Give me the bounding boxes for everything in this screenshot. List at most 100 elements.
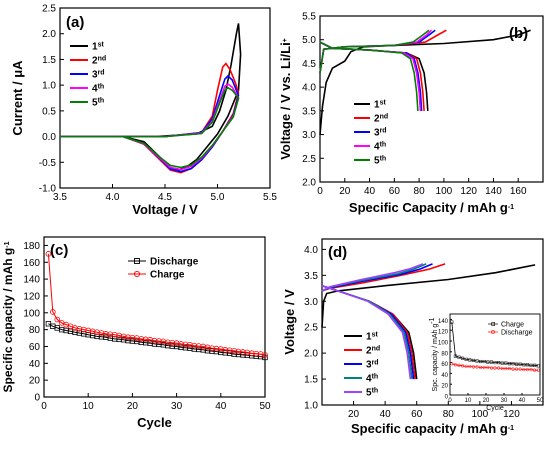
inset-point-Charge — [479, 359, 483, 364]
inset-point-Charge — [475, 359, 479, 363]
discharge-curve-2nd — [319, 41, 425, 111]
x-tick-label: 3.5 — [53, 192, 67, 203]
x-tick-label: 60 — [389, 186, 401, 197]
x-tick-label: 4.5 — [158, 192, 172, 203]
legend-label: 5th — [374, 155, 386, 167]
x-tick-label: 20 — [127, 401, 139, 412]
y-tick-label: 60 — [29, 342, 41, 353]
y-tick-label: 160 — [23, 258, 40, 269]
legend-label: 5th — [366, 387, 378, 399]
inset-point-Charge — [453, 354, 457, 358]
y-tick-label: 0.5 — [42, 106, 56, 117]
y-axis-title: Voltage / V vs. Li/Li+ — [278, 38, 293, 160]
inset-point-Discharge — [532, 368, 537, 372]
y-tick-label: 100 — [438, 341, 449, 347]
x-tick-label: 160 — [510, 186, 527, 197]
inset-legend-label: Discharge — [501, 329, 533, 336]
inset-point-Charge — [518, 362, 522, 366]
x-tick-label: 50 — [259, 401, 271, 412]
x-tick-label: 30 — [501, 398, 508, 404]
legend-label: 1st — [92, 41, 104, 53]
y-tick-label: 5.5 — [302, 12, 316, 23]
legend-label: 4th — [366, 373, 378, 385]
y-tick-label: 2.0 — [302, 178, 316, 189]
x-tick-label: 20 — [483, 398, 490, 404]
inset-point-Discharge — [457, 363, 461, 367]
x-tick-label: 5.5 — [263, 192, 277, 203]
inset-point-Discharge — [453, 363, 458, 367]
inset-point-Discharge — [536, 368, 540, 372]
x-tick-label: 40 — [364, 186, 376, 197]
x-tick-label: 0 — [41, 401, 47, 412]
inset-point-Discharge — [468, 364, 472, 369]
inset-point-Charge — [461, 356, 465, 360]
data-point-Charge — [262, 352, 268, 358]
inset-line-Charge — [451, 322, 539, 367]
y-tick-label: 0.0 — [42, 132, 56, 143]
legend-label: 3rd — [92, 69, 105, 81]
x-tick-label: 20 — [339, 186, 351, 197]
data-point-Charge — [54, 316, 61, 323]
y-tick-label: 4.0 — [302, 83, 316, 94]
inset-point-Charge — [457, 355, 461, 359]
y-tick-label: 20 — [441, 384, 448, 390]
x-axis-title: Voltage / V — [132, 202, 198, 217]
y-tick-label: 180 — [23, 241, 40, 252]
legend-label: 1st — [366, 331, 378, 343]
inset-point-Discharge — [489, 366, 494, 370]
inset-point-Charge — [525, 363, 529, 367]
inset-point-Charge — [504, 361, 508, 365]
legend-label: 2nd — [374, 113, 388, 125]
inset-legend-marker — [491, 330, 495, 334]
inset-point-Charge — [486, 360, 490, 364]
x-tick-label: 5.0 — [211, 192, 225, 203]
x-tick-label: 60 — [411, 409, 423, 420]
x-tick-label: 40 — [215, 401, 227, 412]
legend-label: 2nd — [366, 345, 380, 357]
inset-point-Discharge — [478, 365, 483, 370]
y-tick-label: 80 — [441, 351, 448, 357]
inset-point-Discharge — [493, 366, 497, 370]
inset-line-Discharge — [451, 363, 539, 371]
charge-curve-5th — [319, 29, 430, 74]
inset-point-Charge — [515, 362, 519, 366]
y-tick-label: 80 — [29, 325, 41, 336]
panel-label: (b) — [509, 25, 528, 42]
inset-point-Discharge — [496, 366, 501, 370]
legend-label: 3rd — [374, 127, 387, 139]
legend-label: 4th — [374, 141, 386, 153]
y-tick-label: 3.0 — [302, 130, 316, 141]
inset-point-Charge — [507, 362, 511, 366]
inset-point-Discharge — [500, 366, 504, 371]
discharge-curve-3rd — [319, 41, 423, 111]
y-tick-label: 40 — [29, 359, 41, 370]
y-tick-label: 0 — [445, 395, 449, 401]
inset-point-Charge — [497, 361, 501, 365]
inset-x-axis-title: Cycle — [486, 405, 504, 412]
inset-point-Discharge — [514, 367, 519, 371]
discharge-curve-5th — [319, 41, 419, 111]
y-tick-label: 1.5 — [304, 375, 318, 386]
inset-point-Discharge — [475, 365, 479, 369]
y-tick-label: 120 — [438, 330, 449, 336]
legend-label: 5th — [92, 97, 104, 109]
inset-legend-marker — [491, 322, 496, 326]
inset-y-axis-title: Spc. capacity / mAh g-1 — [429, 317, 440, 391]
legend-marker — [133, 270, 141, 278]
inset-point-Discharge — [518, 367, 522, 371]
legend-label: Charge — [150, 270, 185, 281]
inset-point-Charge — [511, 362, 515, 366]
discharge-curve-5th — [321, 284, 412, 380]
inset-point-Discharge — [529, 367, 533, 372]
y-tick-label: 4.0 — [304, 245, 318, 256]
x-axis-title: Cycle — [137, 415, 172, 430]
panel-c-cycling-chart: 0 10 20 30 40 50 0 20 40 60 80 100 120 140 160 180 (c) Di… — [1, 236, 271, 430]
inset-point-Charge — [450, 320, 454, 324]
x-tick-label: 30 — [171, 401, 183, 412]
inset-point-Discharge — [525, 367, 530, 372]
x-tick-label: 120 — [460, 186, 477, 197]
panel-a-cv-chart: 3.5 4.0 4.5 5.0 5.5 -1.0 -0.5 0.0 0.5 1.0 1.5 2.0 2.… — [10, 4, 277, 218]
y-tick-label: 1.5 — [42, 55, 56, 66]
x-tick-label: 100 — [472, 409, 489, 420]
